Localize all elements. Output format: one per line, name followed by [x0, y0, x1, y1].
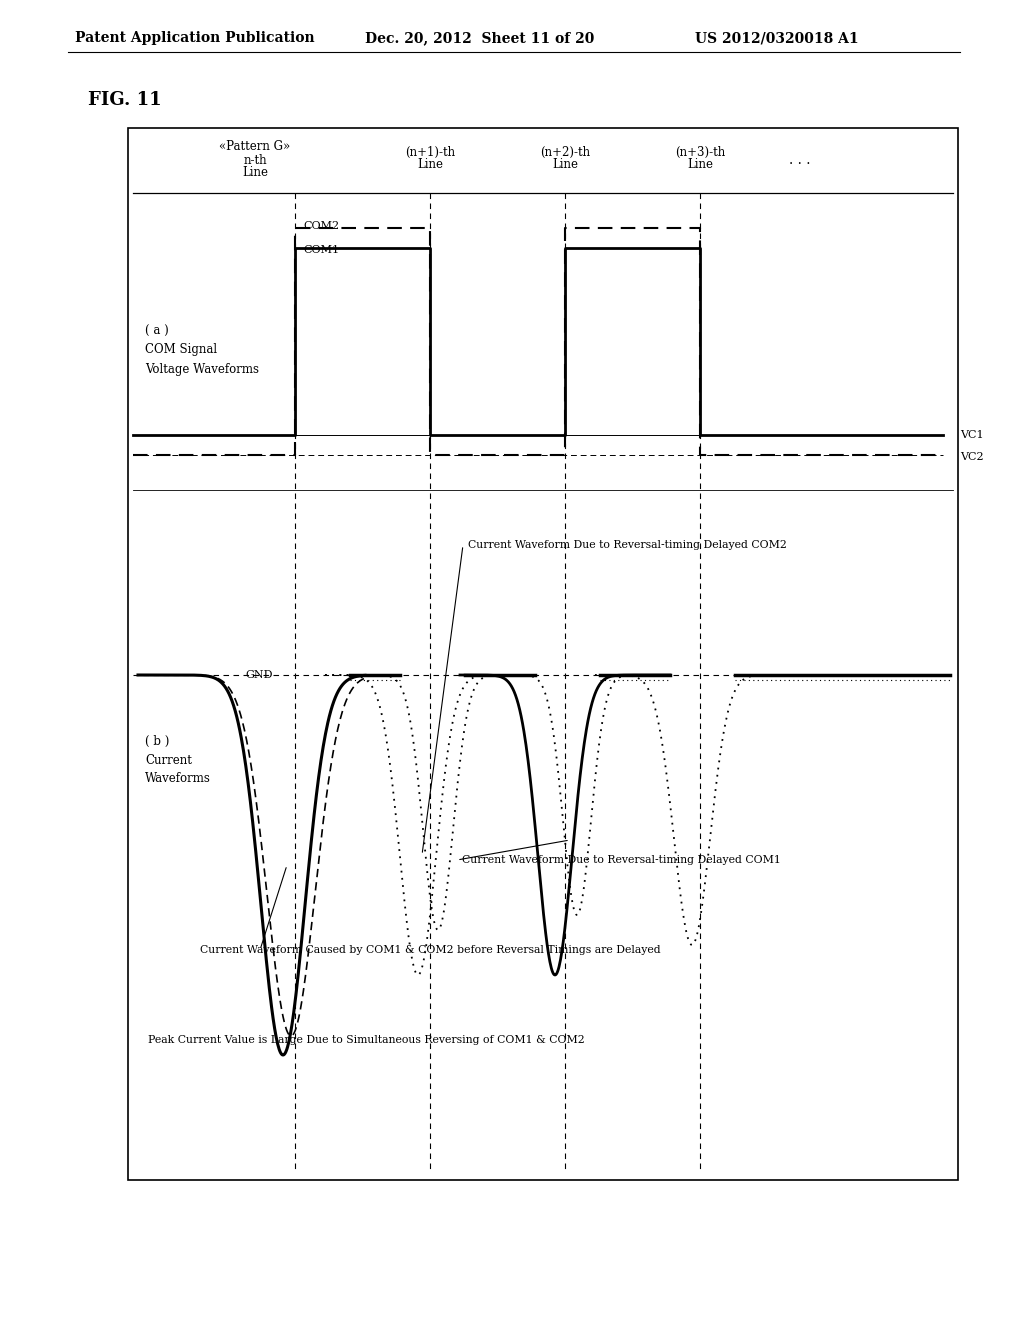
- Text: VC1: VC1: [961, 430, 984, 440]
- Text: (n+1)-th: (n+1)-th: [404, 145, 455, 158]
- Text: ( b )
Current
Waveforms: ( b ) Current Waveforms: [145, 734, 211, 785]
- Text: Current Waveform Caused by COM1 & COM2 before Reversal Timings are Delayed: Current Waveform Caused by COM1 & COM2 b…: [200, 945, 660, 954]
- Text: Peak Current Value is Large Due to Simultaneous Reversing of COM1 & COM2: Peak Current Value is Large Due to Simul…: [148, 1035, 585, 1045]
- Text: US 2012/0320018 A1: US 2012/0320018 A1: [695, 30, 859, 45]
- Text: FIG. 11: FIG. 11: [88, 91, 162, 110]
- Text: GND: GND: [246, 671, 273, 680]
- Text: Dec. 20, 2012  Sheet 11 of 20: Dec. 20, 2012 Sheet 11 of 20: [365, 30, 594, 45]
- Text: Patent Application Publication: Patent Application Publication: [75, 30, 314, 45]
- Text: Line: Line: [242, 165, 268, 178]
- Text: (n+2)-th: (n+2)-th: [540, 145, 590, 158]
- Text: Current Waveform Due to Reversal-timing Delayed COM1: Current Waveform Due to Reversal-timing …: [462, 855, 781, 865]
- Bar: [128, 128, 958, 1180]
- Text: Line: Line: [552, 158, 578, 172]
- Text: VC2: VC2: [961, 451, 984, 462]
- Text: Line: Line: [417, 158, 443, 172]
- Text: «Pattern G»: «Pattern G»: [219, 140, 291, 153]
- Text: COM2: COM2: [303, 220, 339, 231]
- Text: COM1: COM1: [303, 246, 339, 255]
- Text: Current Waveform Due to Reversal-timing Delayed COM2: Current Waveform Due to Reversal-timing …: [468, 540, 786, 550]
- Text: (n+3)-th: (n+3)-th: [675, 145, 725, 158]
- Text: Line: Line: [687, 158, 713, 172]
- Text: . . .: . . .: [790, 153, 811, 168]
- Text: ( a )
COM Signal
Voltage Waveforms: ( a ) COM Signal Voltage Waveforms: [145, 325, 259, 375]
- Text: n-th: n-th: [243, 153, 267, 166]
